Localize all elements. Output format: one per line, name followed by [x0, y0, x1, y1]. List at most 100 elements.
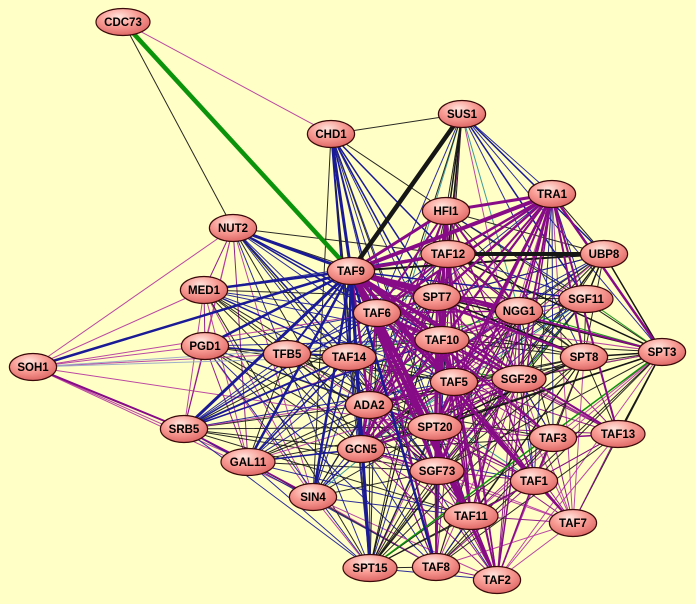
edge-GCN5-TAF2 [360, 448, 498, 581]
node-GCN5[interactable]: GCN5 [336, 434, 386, 464]
node-TRA1[interactable]: TRA1 [527, 179, 577, 209]
edge-SRB5-TFB5 [183, 353, 288, 430]
node-TAF12[interactable]: TAF12 [420, 239, 476, 269]
node-ellipse-SPT8[interactable] [559, 342, 609, 372]
node-TAF6[interactable]: TAF6 [352, 298, 402, 328]
node-NGG1[interactable]: NGG1 [494, 296, 544, 326]
edge-TAF9-SPT15 [349, 269, 372, 570]
edge-TAF9-ADA2 [349, 269, 371, 407]
edge-GCN5-TAF8 [360, 448, 437, 568]
node-ellipse-MED1[interactable] [179, 275, 229, 305]
node-TAF10[interactable]: TAF10 [414, 325, 470, 355]
node-ellipse-SUS1[interactable] [437, 99, 487, 129]
node-SUS1[interactable]: SUS1 [437, 99, 487, 129]
node-ellipse-SIN4[interactable] [288, 482, 338, 512]
node-ellipse-UBP8[interactable] [579, 239, 629, 269]
edge-TAF12-TAF5 [447, 253, 455, 383]
node-TAF8[interactable]: TAF8 [411, 552, 461, 582]
edge-TAF12-TAF1 [447, 253, 535, 482]
node-TAF9[interactable]: TAF9 [326, 256, 376, 286]
node-SRB5[interactable]: SRB5 [159, 414, 209, 444]
node-ADA2[interactable]: ADA2 [344, 390, 394, 420]
node-SPT20[interactable]: SPT20 [407, 412, 463, 442]
node-SPT15[interactable]: SPT15 [342, 553, 398, 583]
node-ellipse-TAF1[interactable] [509, 466, 559, 496]
node-ellipse-HFI1[interactable] [421, 196, 471, 226]
node-SPT7[interactable]: SPT7 [412, 282, 462, 312]
node-ellipse-TAF9[interactable] [326, 256, 376, 286]
node-TAF13[interactable]: TAF13 [590, 419, 646, 449]
node-PGD1[interactable]: PGD1 [180, 331, 230, 361]
node-TAF14[interactable]: TAF14 [321, 342, 377, 372]
node-ellipse-TAF3[interactable] [528, 423, 578, 453]
node-ellipse-TAF13[interactable] [590, 419, 646, 449]
node-ellipse-TAF7[interactable] [548, 508, 598, 538]
node-TAF2[interactable]: TAF2 [472, 565, 522, 595]
node-ellipse-CDC73[interactable] [95, 7, 151, 37]
edge-NUT2-SOH1 [32, 227, 234, 368]
edge-SUS1-SPT8 [461, 113, 585, 358]
edge-GAL11-TAF14 [247, 356, 350, 463]
node-ellipse-SGF73[interactable] [409, 456, 465, 486]
node-NUT2[interactable]: NUT2 [208, 213, 258, 243]
edge-SPT20-SPT3 [434, 351, 663, 428]
node-SGF11[interactable]: SGF11 [558, 284, 614, 314]
node-ellipse-SPT3[interactable] [637, 337, 687, 367]
node-ellipse-TRA1[interactable] [527, 179, 577, 209]
node-ellipse-SOH1[interactable] [8, 352, 58, 382]
node-ellipse-SGF11[interactable] [558, 284, 614, 314]
edge-TAF9-SGF11 [350, 270, 587, 300]
edge-SGF73-SPT8 [436, 356, 585, 472]
node-ellipse-NUT2[interactable] [208, 213, 258, 243]
node-ellipse-ADA2[interactable] [344, 390, 394, 420]
node-ellipse-TAF6[interactable] [352, 298, 402, 328]
edge-TAF10-SPT15 [369, 339, 443, 569]
node-SIN4[interactable]: SIN4 [288, 482, 338, 512]
node-SGF29[interactable]: SGF29 [491, 364, 547, 394]
node-TAF5[interactable]: TAF5 [429, 367, 479, 397]
node-ellipse-TAF5[interactable] [429, 367, 479, 397]
node-GAL11[interactable]: GAL11 [220, 447, 276, 477]
edge-TAF9-UBP8 [350, 253, 605, 272]
node-ellipse-SPT20[interactable] [407, 412, 463, 442]
node-CDC73[interactable]: CDC73 [95, 7, 151, 37]
node-ellipse-TFB5[interactable] [262, 339, 312, 369]
node-ellipse-SGF29[interactable] [491, 364, 547, 394]
node-ellipse-TAF14[interactable] [321, 342, 377, 372]
node-TAF1[interactable]: TAF1 [509, 466, 559, 496]
node-SPT8[interactable]: SPT8 [559, 342, 609, 372]
node-TAF11[interactable]: TAF11 [443, 501, 499, 531]
node-ellipse-TAF11[interactable] [443, 501, 499, 531]
node-ellipse-TAF8[interactable] [411, 552, 461, 582]
node-SOH1[interactable]: SOH1 [8, 352, 58, 382]
node-ellipse-NGG1[interactable] [494, 296, 544, 326]
edge-SUS1-UBP8 [461, 113, 605, 255]
node-ellipse-SPT7[interactable] [412, 282, 462, 312]
node-ellipse-GCN5[interactable] [336, 434, 386, 464]
node-SGF73[interactable]: SGF73 [409, 456, 465, 486]
edge-SPT7-ADA2 [368, 296, 438, 406]
edge-MED1-TAF14 [203, 289, 350, 358]
node-ellipse-CHD1[interactable] [306, 119, 356, 149]
node-ellipse-GAL11[interactable] [220, 447, 276, 477]
node-TAF3[interactable]: TAF3 [528, 423, 578, 453]
node-ellipse-SRB5[interactable] [159, 414, 209, 444]
node-UBP8[interactable]: UBP8 [579, 239, 629, 269]
node-ellipse-TAF12[interactable] [420, 239, 476, 269]
edge-SPT3-TAF1 [533, 351, 663, 482]
node-ellipse-SPT15[interactable] [342, 553, 398, 583]
edge-TAF9-CDC73 [120, 19, 354, 274]
node-ellipse-PGD1[interactable] [180, 331, 230, 361]
node-CHD1[interactable]: CHD1 [306, 119, 356, 149]
node-HFI1[interactable]: HFI1 [421, 196, 471, 226]
node-SPT3[interactable]: SPT3 [637, 337, 687, 367]
edge-TAF12-SPT3 [447, 253, 663, 353]
node-ellipse-TAF2[interactable] [472, 565, 522, 595]
edge-HFI1-SGF29 [445, 210, 520, 380]
node-MED1[interactable]: MED1 [179, 275, 229, 305]
edge-SIN4-TAF2 [312, 496, 498, 581]
node-ellipse-TAF10[interactable] [414, 325, 470, 355]
node-TAF7[interactable]: TAF7 [548, 508, 598, 538]
node-TFB5[interactable]: TFB5 [262, 339, 312, 369]
